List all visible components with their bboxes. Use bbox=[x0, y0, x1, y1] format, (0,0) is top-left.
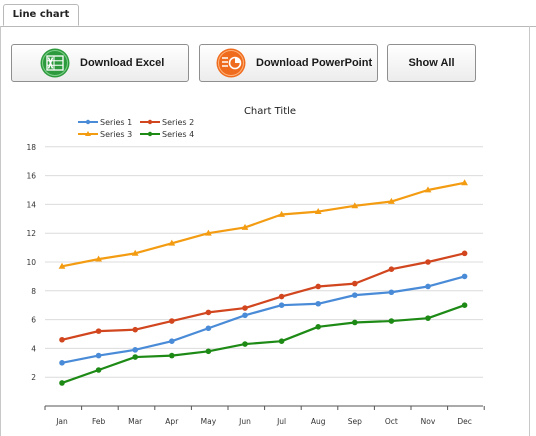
data-point[interactable] bbox=[205, 348, 212, 355]
data-point[interactable] bbox=[132, 347, 138, 353]
data-point[interactable] bbox=[352, 319, 358, 326]
chart-title: Chart Title bbox=[244, 106, 296, 117]
legend-marker bbox=[85, 119, 91, 125]
x-tick-label: Feb bbox=[92, 417, 106, 426]
data-point[interactable] bbox=[461, 250, 468, 257]
show-all-label: Show All bbox=[408, 57, 455, 69]
y-tick-label: 2 bbox=[31, 373, 36, 382]
data-point[interactable] bbox=[278, 338, 285, 344]
tab-strip: Line chart bbox=[0, 0, 536, 27]
series-line bbox=[61, 304, 465, 384]
data-point[interactable] bbox=[388, 289, 395, 296]
data-point[interactable] bbox=[278, 210, 285, 217]
data-point[interactable] bbox=[352, 280, 358, 287]
legend-label: Series 3 bbox=[100, 130, 132, 139]
x-tick-label: Jun bbox=[238, 417, 251, 426]
data-point[interactable] bbox=[241, 223, 249, 230]
data-point[interactable] bbox=[424, 186, 432, 193]
download-powerpoint-label: Download PowerPoint bbox=[256, 57, 373, 69]
data-point[interactable] bbox=[169, 338, 175, 344]
excel-icon bbox=[40, 48, 70, 78]
tab-line-chart[interactable]: Line chart bbox=[3, 4, 79, 26]
data-point[interactable] bbox=[132, 354, 138, 360]
x-tick-label: Aug bbox=[311, 417, 326, 426]
y-tick-label: 12 bbox=[26, 229, 36, 238]
data-point[interactable] bbox=[461, 273, 468, 280]
data-point[interactable] bbox=[132, 326, 138, 333]
data-point[interactable] bbox=[315, 300, 322, 307]
x-tick-label: Apr bbox=[165, 417, 179, 426]
x-tick-label: Oct bbox=[385, 417, 398, 426]
data-point[interactable] bbox=[205, 229, 212, 236]
data-point[interactable] bbox=[168, 239, 176, 246]
y-tick-label: 18 bbox=[26, 143, 36, 152]
data-point[interactable] bbox=[461, 179, 468, 186]
data-point[interactable] bbox=[388, 266, 395, 272]
download-excel-button[interactable]: Download Excel bbox=[11, 44, 189, 82]
data-point[interactable] bbox=[59, 380, 65, 386]
data-point[interactable] bbox=[242, 305, 248, 311]
x-axis: Jan Feb Mar Apr May Jun Jul Aug Sep Oct Nov Dec bbox=[44, 405, 485, 426]
data-point[interactable] bbox=[242, 341, 248, 347]
data-point[interactable] bbox=[59, 336, 65, 343]
data-point[interactable] bbox=[388, 197, 395, 204]
data-point[interactable] bbox=[425, 315, 431, 321]
y-tick-label: 8 bbox=[31, 287, 36, 296]
data-point[interactable] bbox=[315, 324, 322, 330]
legend-marker bbox=[147, 119, 153, 125]
x-tick-label: Mar bbox=[128, 417, 143, 426]
data-point[interactable] bbox=[58, 262, 66, 269]
series-line bbox=[61, 252, 465, 341]
legend-marker bbox=[85, 131, 91, 136]
y-axis: 2 4 6 8 10 12 14 16 18 bbox=[26, 143, 36, 382]
legend-label: Series 4 bbox=[162, 130, 194, 139]
chart-plot-area bbox=[58, 179, 468, 386]
data-point[interactable] bbox=[388, 318, 395, 324]
data-point[interactable] bbox=[59, 360, 65, 366]
x-tick-label: Dec bbox=[457, 417, 472, 426]
y-tick-label: 16 bbox=[26, 172, 36, 181]
data-point[interactable] bbox=[278, 293, 285, 300]
data-point[interactable] bbox=[425, 283, 431, 290]
data-point[interactable] bbox=[95, 352, 102, 359]
legend-label: Series 2 bbox=[162, 118, 194, 127]
data-point[interactable] bbox=[315, 283, 322, 290]
legend-marker bbox=[147, 131, 153, 137]
y-tick-label: 14 bbox=[26, 200, 36, 209]
data-point[interactable] bbox=[461, 302, 468, 308]
download-powerpoint-button[interactable]: Download PowerPoint bbox=[199, 44, 378, 82]
data-point[interactable] bbox=[352, 292, 358, 298]
x-tick-label: May bbox=[201, 417, 217, 426]
data-point[interactable] bbox=[169, 318, 175, 324]
y-tick-label: 10 bbox=[26, 258, 36, 267]
data-point[interactable] bbox=[95, 328, 102, 334]
x-tick-label: Nov bbox=[421, 417, 436, 426]
x-tick-label: Jul bbox=[276, 417, 286, 426]
legend-label: Series 1 bbox=[100, 118, 132, 127]
tab-panel bbox=[0, 26, 530, 436]
data-point[interactable] bbox=[314, 208, 322, 214]
data-point[interactable] bbox=[95, 255, 102, 262]
data-point[interactable] bbox=[205, 309, 212, 316]
series-line bbox=[61, 181, 465, 268]
data-point[interactable] bbox=[169, 352, 175, 359]
data-point[interactable] bbox=[278, 302, 285, 308]
data-point[interactable] bbox=[131, 249, 139, 256]
series-line bbox=[61, 275, 465, 364]
download-excel-label: Download Excel bbox=[80, 57, 165, 69]
y-tick-label: 4 bbox=[31, 344, 36, 353]
data-point[interactable] bbox=[242, 312, 248, 319]
powerpoint-icon bbox=[216, 48, 246, 78]
show-all-button[interactable]: Show All bbox=[387, 44, 476, 82]
chart-legend: Series 1 Series 2 Series 3 Series 4 bbox=[78, 118, 194, 139]
data-point[interactable] bbox=[351, 202, 359, 209]
data-point[interactable] bbox=[425, 259, 431, 265]
x-tick-label: Jan bbox=[55, 417, 68, 426]
data-point[interactable] bbox=[95, 367, 102, 373]
data-point[interactable] bbox=[205, 325, 212, 332]
x-tick-label: Sep bbox=[348, 417, 362, 426]
y-tick-label: 6 bbox=[31, 316, 36, 325]
